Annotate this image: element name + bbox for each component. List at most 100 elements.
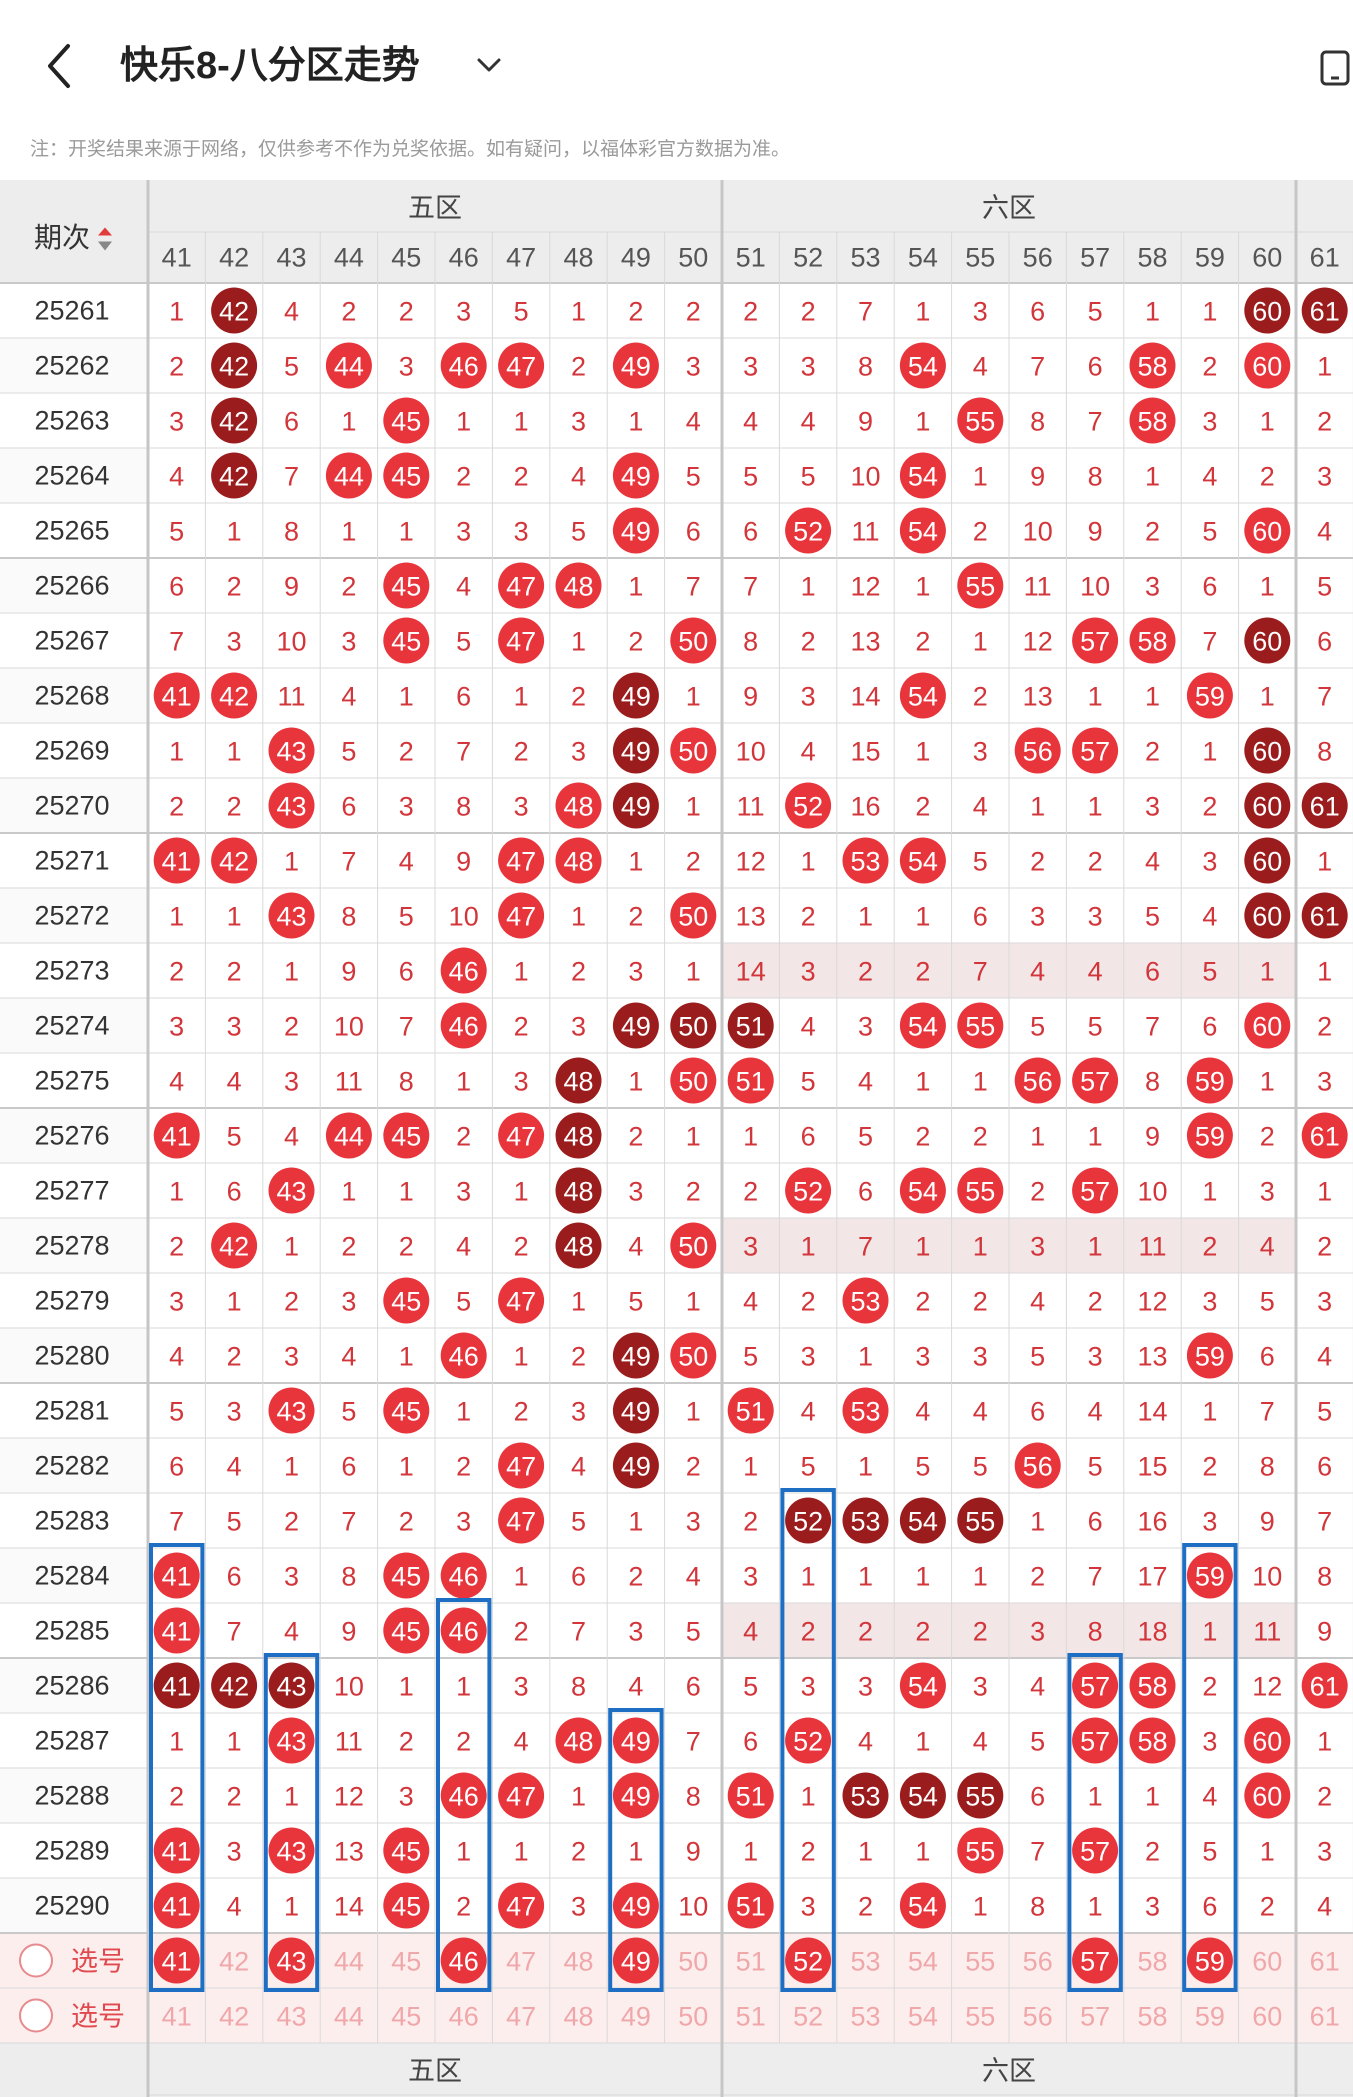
select-number[interactable]: 50 bbox=[678, 1947, 708, 1977]
select-number[interactable]: 52 bbox=[793, 2002, 823, 2032]
picked-ball[interactable] bbox=[612, 1937, 659, 1984]
miss-count: 12 bbox=[736, 847, 766, 877]
select-number[interactable]: 41 bbox=[162, 2002, 192, 2032]
drawn-ball bbox=[842, 1387, 889, 1434]
select-number[interactable]: 60 bbox=[1252, 1947, 1282, 1977]
drawn-ball bbox=[899, 1002, 946, 1049]
select-number[interactable]: 44 bbox=[334, 1947, 364, 1977]
select-number[interactable]: 48 bbox=[563, 1947, 593, 1977]
picked-ball[interactable] bbox=[1072, 1937, 1119, 1984]
select-number[interactable]: 42 bbox=[219, 2002, 249, 2032]
miss-count: 6 bbox=[743, 517, 758, 547]
miss-count: 2 bbox=[973, 1617, 988, 1647]
drawn-ball bbox=[555, 1112, 602, 1159]
sort-icon[interactable] bbox=[98, 227, 112, 251]
chevron-down-icon[interactable] bbox=[474, 48, 504, 84]
drawn-number: 41 bbox=[162, 682, 192, 712]
miss-count: 2 bbox=[801, 1837, 816, 1867]
miss-count: 1 bbox=[1088, 1782, 1103, 1812]
select-number[interactable]: 47 bbox=[506, 1947, 536, 1977]
select-number[interactable]: 57 bbox=[1080, 2002, 1110, 2032]
select-number[interactable]: 49 bbox=[621, 2002, 651, 2032]
miss-count: 2 bbox=[1317, 1782, 1332, 1812]
miss-count: 2 bbox=[341, 1232, 356, 1262]
miss-count: 2 bbox=[915, 1617, 930, 1647]
picked-ball[interactable] bbox=[1186, 1937, 1233, 1984]
select-number[interactable]: 50 bbox=[678, 2002, 708, 2032]
select-number[interactable]: 56 bbox=[1023, 2002, 1053, 2032]
miss-count: 2 bbox=[1317, 1232, 1332, 1262]
select-number[interactable]: 42 bbox=[219, 1947, 249, 1977]
miss-count: 1 bbox=[399, 1177, 414, 1207]
picked-ball[interactable] bbox=[268, 1937, 315, 1984]
miss-count: 2 bbox=[169, 1232, 184, 1262]
back-arrow-icon[interactable] bbox=[40, 38, 80, 94]
select-radio[interactable] bbox=[19, 1943, 53, 1978]
period-label: 25282 bbox=[34, 1451, 109, 1481]
streak-box bbox=[436, 1598, 492, 1992]
miss-count: 3 bbox=[169, 1012, 184, 1042]
select-number[interactable]: 59 bbox=[1195, 2002, 1225, 2032]
drawn-ball bbox=[498, 1277, 545, 1324]
miss-count: 3 bbox=[284, 1067, 299, 1097]
drawn-ball bbox=[498, 1442, 545, 1489]
drawn-number: 55 bbox=[965, 1837, 995, 1867]
miss-count: 7 bbox=[686, 1727, 701, 1757]
drawn-ball bbox=[612, 1002, 659, 1049]
period-label: 25276 bbox=[34, 1121, 109, 1151]
select-number[interactable]: 46 bbox=[449, 2002, 479, 2032]
drawn-ball bbox=[1244, 507, 1291, 554]
drawn-number: 52 bbox=[793, 1177, 823, 1207]
miss-count: 2 bbox=[456, 1892, 471, 1922]
select-number[interactable]: 56 bbox=[1023, 1947, 1053, 1977]
select-number[interactable]: 55 bbox=[965, 1947, 995, 1977]
column-header-54: 54 bbox=[908, 243, 938, 273]
select-number[interactable]: 53 bbox=[850, 1947, 880, 1977]
select-number[interactable]: 58 bbox=[1137, 2002, 1167, 2032]
miss-count: 2 bbox=[456, 1122, 471, 1152]
drawn-number: 45 bbox=[391, 1617, 421, 1647]
drawn-number: 48 bbox=[563, 1067, 593, 1097]
miss-count: 2 bbox=[1145, 737, 1160, 767]
phone-icon[interactable] bbox=[1318, 48, 1353, 88]
drawn-number: 61 bbox=[1310, 297, 1340, 327]
drawn-ball bbox=[268, 1717, 315, 1764]
miss-count: 4 bbox=[858, 1067, 873, 1097]
select-number[interactable]: 45 bbox=[391, 1947, 421, 1977]
select-number[interactable]: 48 bbox=[563, 2002, 593, 2032]
select-number[interactable]: 61 bbox=[1310, 1947, 1340, 1977]
select-number[interactable]: 51 bbox=[736, 1947, 766, 1977]
select-number[interactable]: 61 bbox=[1310, 2002, 1340, 2032]
select-number[interactable]: 44 bbox=[334, 2002, 364, 2032]
select-number[interactable]: 51 bbox=[736, 2002, 766, 2032]
drawn-ball bbox=[1014, 1057, 1061, 1104]
select-number[interactable]: 54 bbox=[908, 1947, 938, 1977]
miss-count: 4 bbox=[227, 1892, 242, 1922]
miss-count: 3 bbox=[686, 352, 701, 382]
select-number[interactable]: 55 bbox=[965, 2002, 995, 2032]
drawn-ball bbox=[498, 617, 545, 664]
select-number[interactable]: 53 bbox=[850, 2002, 880, 2032]
miss-count: 1 bbox=[1260, 572, 1275, 602]
miss-count: 1 bbox=[571, 297, 586, 327]
miss-count: 6 bbox=[1202, 1892, 1217, 1922]
miss-count: 5 bbox=[1088, 297, 1103, 327]
select-number[interactable]: 54 bbox=[908, 2002, 938, 2032]
miss-count: 15 bbox=[850, 737, 880, 767]
miss-count: 1 bbox=[227, 902, 242, 932]
miss-count: 2 bbox=[341, 297, 356, 327]
select-number[interactable]: 47 bbox=[506, 2002, 536, 2032]
select-number[interactable]: 60 bbox=[1252, 2002, 1282, 2032]
select-number[interactable]: 58 bbox=[1137, 1947, 1167, 1977]
select-number[interactable]: 43 bbox=[276, 2002, 306, 2032]
picked-ball[interactable] bbox=[785, 1937, 832, 1984]
drawn-number: 54 bbox=[908, 1177, 938, 1207]
picked-ball[interactable] bbox=[440, 1937, 487, 1984]
select-number[interactable]: 45 bbox=[391, 2002, 421, 2032]
drawn-number: 45 bbox=[391, 407, 421, 437]
drawn-ball bbox=[1244, 1002, 1291, 1049]
select-radio[interactable] bbox=[19, 1998, 53, 2033]
miss-count: 3 bbox=[341, 627, 356, 657]
drawn-number: 47 bbox=[506, 902, 536, 932]
picked-ball[interactable] bbox=[153, 1937, 200, 1984]
